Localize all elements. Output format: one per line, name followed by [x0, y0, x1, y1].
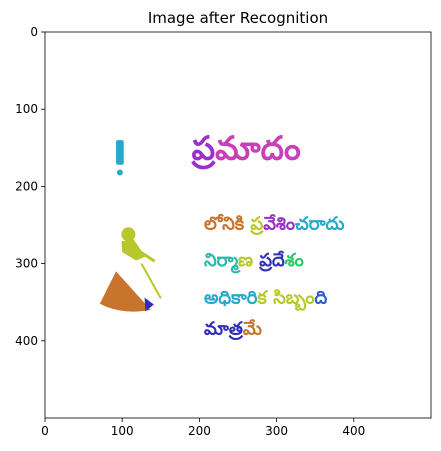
y-tick-label: 0 — [30, 25, 38, 39]
x-tick-label: 200 — [188, 424, 211, 438]
x-tick-label: 400 — [342, 424, 365, 438]
recognized-image: ప్రమాదం లోనికి ప్రవేశించరాదు నిర్మాణ ప్రదే… — [99, 128, 345, 341]
y-tick-label: 400 — [15, 334, 38, 348]
y-tick-label: 100 — [15, 102, 38, 116]
telugu-text-line-5: మాత్రమే — [204, 319, 262, 341]
telugu-text-line-1: ప్రమాదం — [191, 128, 301, 169]
y-axis: 0 100 200 300 400 — [15, 25, 45, 348]
plot-frame — [44, 31, 432, 419]
exclamation-mark-icon — [116, 140, 124, 176]
y-tick-label: 200 — [15, 179, 38, 193]
x-tick-label: 0 — [41, 424, 49, 438]
telugu-text-line-2: లోనికి ప్రవేశించరాదు — [204, 214, 344, 236]
y-tick-label: 300 — [15, 257, 38, 271]
x-tick-label: 300 — [265, 424, 288, 438]
plot-area: ప్రమాదం లోనికి ప్రవేశించరాదు నిర్మాణ ప్రదే… — [44, 31, 432, 419]
telugu-text-line-3: నిర్మాణ ప్రదేశం — [204, 250, 304, 274]
x-tick-label: 100 — [111, 424, 134, 438]
telugu-text-line-4: అధికారిక సిబ్బంది — [204, 288, 327, 312]
worker-digging-icon — [99, 227, 162, 312]
plot-background — [45, 32, 431, 418]
chart-title: Image after Recognition — [148, 9, 328, 27]
x-axis: 0 100 200 300 400 — [41, 418, 365, 438]
